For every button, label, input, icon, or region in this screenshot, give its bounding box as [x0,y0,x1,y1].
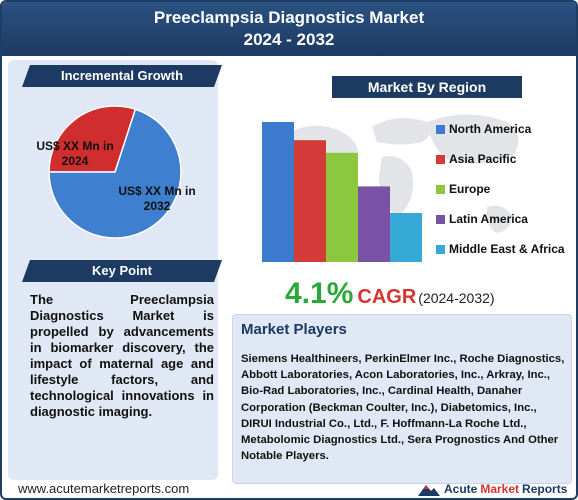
page-subtitle-years: 2024 - 2032 [243,30,335,49]
logo-text-acute: Acute [444,482,478,496]
brand-logo: Acute Market Reports [418,480,567,498]
legend-swatch [436,244,445,254]
market-players-panel: Market Players Siemens Healthineers, Per… [232,314,572,484]
legend-label: North America [449,122,532,136]
logo-text-reports: Reports [522,482,568,496]
header-banner: Preeclampsia Diagnostics Market 2024 - 2… [2,2,576,56]
pie-label-2024: US$ XX Mn in 2024 [36,139,114,168]
pie-slice-0 [48,105,137,173]
bar-middle-east-africa [390,213,422,262]
legend-swatch [436,214,445,224]
market-players-list: Siemens Healthineers, PerkinElmer Inc., … [241,353,565,463]
bar-north-america [262,122,294,262]
legend-item: Latin America [436,204,565,234]
key-point-text: The Preeclampsia Diagnostics Market is p… [30,292,214,419]
cagr-label: CAGR [357,286,417,308]
logo-mountain-icon [418,485,440,496]
bar-latin-america [358,186,390,262]
pie-chart-svg [48,105,182,239]
bar-asia-pacific [294,140,326,262]
region-bar-chart [222,97,576,272]
legend-item: North America [436,114,565,144]
bar-europe [326,152,358,262]
legend-swatch [436,154,445,164]
legend-swatch [436,124,445,134]
legend-swatch [436,184,445,194]
market-by-region-heading: Market By Region [332,76,522,98]
legend-item: Europe [436,174,565,204]
key-point-heading: Key Point [22,260,222,282]
market-players-heading: Market Players [241,321,347,338]
page-title: Preeclampsia Diagnostics Market [153,8,425,27]
logo-text-market: Market [480,482,520,496]
legend-label: Latin America [449,212,528,226]
cagr-period: (2024-2032) [418,290,495,306]
legend-item: Middle East & Africa [436,234,565,264]
bar-chart-svg [262,122,422,262]
legend-item: Asia Pacific [436,144,565,174]
incremental-growth-heading: Incremental Growth [22,65,222,87]
footer-url-link[interactable]: www.acutemarketreports.com [18,481,190,496]
cagr-summary: 4.1% CAGR (2024-2032) [285,277,495,311]
legend-label: Europe [449,182,491,196]
pie-slice-1 [48,108,182,239]
legend-label: Middle East & Africa [449,242,565,256]
footer: www.acutemarketreports.com Acute Market … [2,480,576,498]
incremental-growth-pie: US$ XX Mn in 2024 US$ XX Mn in 2032 [30,97,200,247]
region-legend: North America Asia Pacific Europe Latin Ame… [436,114,565,264]
legend-label: Asia Pacific [449,152,517,166]
pie-label-2032: US$ XX Mn in 2032 [118,184,196,213]
cagr-value: 4.1% [285,277,354,310]
